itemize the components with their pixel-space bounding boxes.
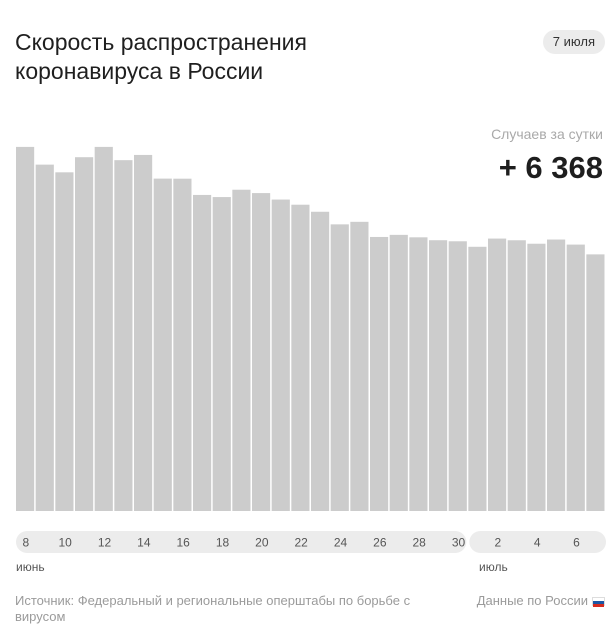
source-note: Источник: Федеральный и региональные опе… (15, 593, 411, 624)
x-axis: 8 10 12 14 16 18 20 22 24 26 28 30 2 4 6 (16, 531, 606, 553)
russia-data-link[interactable]: Данные по России (477, 593, 605, 609)
bar-7 (586, 254, 605, 511)
bar-6 (566, 244, 585, 511)
bar-29 (429, 240, 448, 511)
bar-18 (212, 197, 231, 511)
month-label-july: июль (479, 560, 508, 574)
axis-pill-june (16, 531, 467, 553)
bar-30 (448, 241, 467, 511)
tick-label-12: 12 (98, 536, 112, 550)
bar-20 (252, 193, 271, 511)
bar-16 (173, 178, 192, 511)
tick-label-16: 16 (176, 536, 190, 550)
bar-9 (35, 164, 54, 511)
tick-label-14: 14 (137, 536, 151, 550)
title-line-1: Скорость распространения (15, 29, 307, 55)
daily-cases-value: + 6 368 (498, 150, 603, 185)
tick-label-26: 26 (373, 536, 387, 550)
date-badge: 7 июля (542, 30, 605, 54)
bar-12 (94, 146, 113, 511)
bar-3 (507, 240, 526, 511)
tick-label-10: 10 (58, 536, 72, 550)
bar-2 (488, 238, 507, 511)
bar-8 (16, 146, 35, 511)
bar-11 (75, 157, 94, 511)
chart-title: Скорость распространения коронавируса в … (15, 28, 415, 86)
bar-22 (291, 204, 310, 511)
tick-label-4: 4 (534, 536, 541, 550)
bar-24 (330, 224, 349, 511)
bars-group (16, 146, 605, 512)
bar-27 (389, 234, 408, 512)
month-label-june: июнь (16, 560, 45, 574)
bar-14 (134, 154, 153, 511)
tick-label-22: 22 (294, 536, 308, 550)
tick-label-18: 18 (216, 536, 230, 550)
tick-label-2: 2 (494, 536, 501, 550)
bar-19 (232, 189, 251, 512)
bar-28 (409, 237, 428, 511)
tick-label-24: 24 (334, 536, 348, 550)
bar-21 (271, 199, 290, 511)
bar-25 (350, 221, 369, 511)
bar-1 (468, 246, 487, 512)
tick-label-30: 30 (452, 536, 466, 550)
daily-cases-label: Случаев за сутки (491, 126, 603, 142)
bar-26 (370, 236, 389, 511)
tick-label-6: 6 (573, 536, 580, 550)
russia-data-label: Данные по России (476, 593, 588, 608)
bar-15 (153, 178, 172, 512)
axis-pill-july (469, 531, 606, 553)
bar-23 (311, 211, 330, 511)
bar-chart: 8 10 12 14 16 18 20 22 24 26 28 30 2 4 6 (16, 146, 606, 553)
bar-10 (55, 172, 74, 511)
tick-label-8: 8 (22, 536, 29, 550)
bar-5 (547, 239, 566, 512)
tick-label-20: 20 (255, 536, 269, 550)
bar-13 (114, 160, 133, 511)
tick-label-28: 28 (412, 536, 426, 550)
bar-17 (193, 194, 212, 511)
bar-4 (527, 243, 546, 512)
title-line-2: коронавируса в России (15, 58, 264, 84)
russia-flag-icon (592, 596, 605, 607)
